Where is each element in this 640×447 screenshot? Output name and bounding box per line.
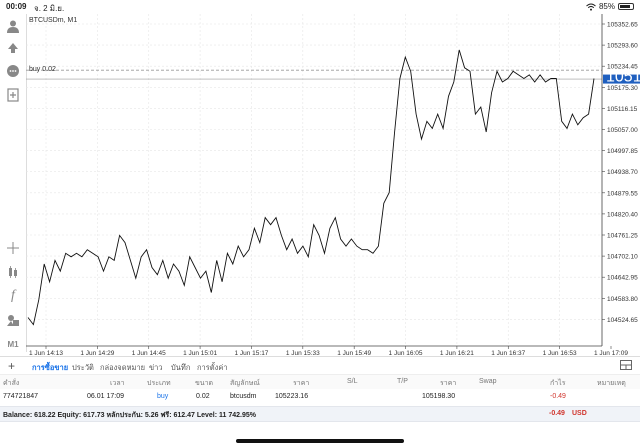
total-profit: -0.49 [549,410,565,417]
tab-news[interactable]: ข่าว [149,363,163,372]
cell-volume: 0.02 [196,393,210,400]
current-price-tag: 105198.30 [603,69,640,86]
cell-price: 105223.16 [275,393,309,400]
col-price: ราคา [293,380,310,387]
y-tick-label: 104820.40 [607,211,638,218]
home-indicator [236,439,404,443]
col-order: คำสั่ง [3,380,20,387]
battery-level [620,5,631,8]
x-tick-label: 1 Jun 16:53 [543,350,577,356]
status-bar: 00:09 จ. 2 มิ.ย. 85% [0,0,640,14]
col-swap: Swap [479,378,497,385]
y-tick-label: 104524.65 [607,317,638,324]
y-tick-label: 104583.80 [607,296,638,303]
y-tick-label: 105057.00 [607,127,638,134]
y-tick-label: 104702.10 [607,254,638,261]
y-tick-label: 105352.65 [607,22,638,29]
price-tag-bg [603,74,640,84]
x-tick-label: 1 Jun 15:01 [183,350,217,356]
timeframe-button[interactable]: M1 [7,339,19,349]
col-note: หมายเหตุ [597,380,626,387]
x-tick-label: 1 Jun 16:21 [440,350,474,356]
one-click-trading-icon[interactable] [5,40,21,56]
crosshair-icon[interactable] [5,240,21,256]
col-type: ประเภท [147,380,171,387]
x-tick-label: 1 Jun 16:05 [389,350,423,356]
y-axis-labels: 105352.65105293.60105234.45105175.301051… [602,22,638,324]
x-tick-label: 1 Jun 14:13 [29,350,63,356]
y-tick-label: 104938.70 [607,169,638,176]
table-row[interactable]: 774721847 06.01 17:09 buy 0.02 btcusdm 1… [0,390,640,404]
col-tp: T/P [397,378,408,385]
function-icon[interactable]: f [5,288,21,304]
y-tick-label: 104997.85 [607,148,638,155]
cell-current: 105198.30 [422,393,456,400]
balance-bar: Balance: 618.22 Equity: 617.73 หลักประกั… [0,406,640,422]
battery-percent: 85% [598,2,615,11]
objects-icon[interactable] [5,312,21,328]
price-tag-label: 105198.30 [606,69,640,86]
chart-grid [26,14,602,346]
x-tick-label: 1 Jun 16:37 [491,350,525,356]
x-tick-label: 1 Jun 15:17 [234,350,268,356]
y-tick-label: 105116.15 [607,106,638,113]
y-tick-label: 105293.60 [607,43,638,50]
tab-settings[interactable]: การตั้งค่า [197,363,228,372]
indicators-icon[interactable] [5,264,21,280]
cell-type: buy [157,393,169,400]
y-tick-label: 105234.45 [607,64,638,71]
y-tick-label: 104761.25 [607,233,638,240]
col-profit: กำไร [550,380,566,387]
y-tick-label: 105175.30 [607,85,638,92]
x-tick-label: 1 Jun 14:45 [132,350,166,356]
cell-profit: -0.49 [550,393,566,400]
left-toolbar: f M1 [0,14,27,352]
y-tick-label: 104642.95 [607,275,638,282]
price-line [27,49,595,326]
cell-order: 774721847 [3,393,39,400]
bottom-tabs: + การซื้อขาย ประวัติ กล่องจดหมาย ข่าว บั… [0,356,640,378]
tab-journal[interactable]: บันทึก [171,363,191,372]
cell-time: 06.01 17:09 [87,393,124,400]
chart-symbol: BTCUSDm, M1 [29,17,78,24]
chart-area[interactable]: 105352.65 105293.60 105234.45 105175.30 1051… [26,14,640,356]
col-sl: S/L [347,378,358,385]
chat-icon[interactable] [5,63,21,79]
col-time: เวลา [110,380,125,387]
date: จ. 2 มิ.ย. [34,4,65,13]
col-symbol: สัญลักษณ์ [230,380,260,387]
account-icon[interactable] [5,18,21,34]
new-order-icon[interactable] [5,87,21,103]
price-chart[interactable]: 105352.65105293.60105234.45105175.301051… [26,14,640,356]
x-tick-label: 1 Jun 17:09 [594,350,628,356]
clock: 00:09 [6,2,27,11]
cell-symbol: btcusdm [230,393,257,400]
y-tick-label: 104879.55 [607,190,638,197]
order-line-label: buy 0.02 [29,66,56,73]
wifi-icon [586,3,596,11]
add-icon[interactable]: + [8,359,16,373]
tab-mailbox[interactable]: กล่องจดหมาย [100,363,146,372]
col-volume: ขนาด [195,380,214,387]
tab-trade[interactable]: การซื้อขาย [32,363,69,378]
function-glyph: f [11,288,15,303]
battery-icon [618,3,634,10]
x-tick-label: 1 Jun 14:29 [80,350,114,356]
col-current: ราคา [440,380,457,387]
positions-header: คำสั่ง เวลา ประเภท ขนาด สัญลักษณ์ ราคา S… [0,374,640,389]
currency: USD [572,410,587,417]
x-tick-label: 1 Jun 15:33 [286,350,320,356]
x-axis-labels: 1 Jun 14:13 1 Jun 14:29 1 Jun 14:45 1 Jun 1… [29,346,628,356]
tab-history[interactable]: ประวัติ [72,363,94,372]
balance-text: Balance: 618.22 Equity: 617.73 หลักประกั… [3,412,256,419]
layout-icon[interactable] [620,360,632,370]
x-tick-label: 1 Jun 15:49 [337,350,371,356]
status-right: 85% [586,2,634,11]
